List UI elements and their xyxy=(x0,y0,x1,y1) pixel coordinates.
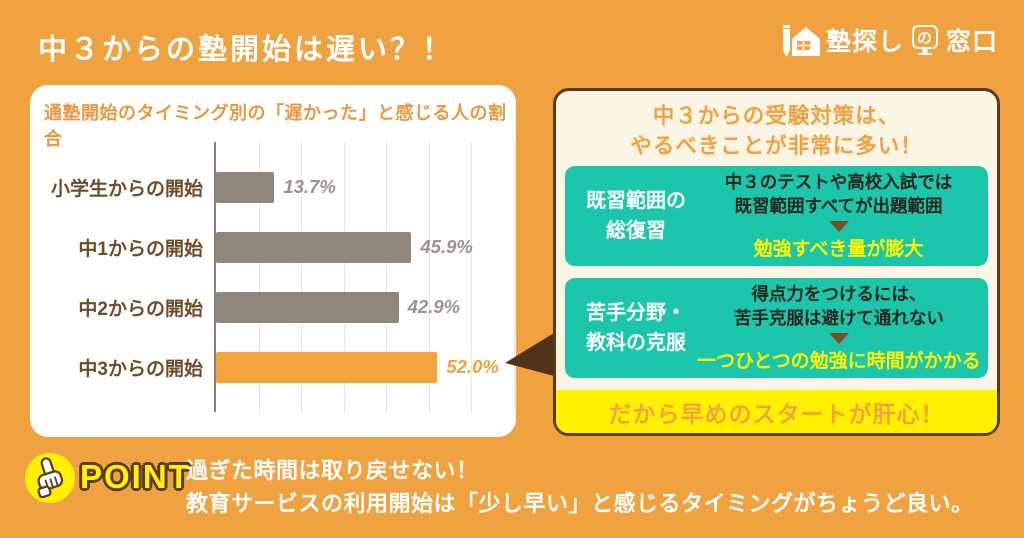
down-arrow-icon xyxy=(828,221,849,233)
logo-monitor-icon: の xyxy=(911,25,938,49)
reason-box-weakness: 苦手分野・ 教科の克服 得点力をつけるには、 苦手克服は避けて通れない 一つひと… xyxy=(565,278,988,378)
gridline xyxy=(471,142,473,412)
bar-track: 52.0% xyxy=(216,351,514,383)
logo-no-char: の xyxy=(916,29,933,47)
reason-box-body: 得点力をつけるには、 苦手克服は避けて通れない xyxy=(733,283,944,328)
bar-plot-gridlines xyxy=(216,142,515,412)
logo-text-before: 塾探し xyxy=(825,28,904,56)
logo-text-after: 窓口 xyxy=(945,28,998,56)
chart-card: 通塾開始のタイミング別の「遅かった」と感じる人の割合 小学生からの開始 13.7%… xyxy=(30,85,516,437)
bar-value: 52.0% xyxy=(446,356,499,377)
bar-label: 中2からの開始 xyxy=(78,298,203,320)
bar-row: 中3からの開始 52.0% xyxy=(30,337,516,397)
bar-label: 中3からの開始 xyxy=(78,358,203,380)
bar xyxy=(216,291,399,323)
gridline xyxy=(514,142,515,412)
y-axis-line xyxy=(214,142,216,412)
page-title: 中３からの塾開始は遅い？！ xyxy=(38,34,455,66)
gridline xyxy=(258,142,260,412)
bar-track: 45.9% xyxy=(216,231,514,263)
reason-box-result: 勉強すべき量が膨大 xyxy=(753,239,924,261)
down-arrow-icon xyxy=(828,333,849,345)
bar-label: 中1からの開始 xyxy=(78,238,203,260)
gridline xyxy=(343,142,345,412)
gridline xyxy=(386,142,388,412)
bar-value: 45.9% xyxy=(420,236,473,257)
bar-row: 中2からの開始 42.9% xyxy=(30,277,516,337)
bar-rows: 小学生からの開始 13.7% 中1からの開始 45.9% 中2からの開始 42.9% 中3か… xyxy=(30,157,516,397)
bar xyxy=(216,231,412,263)
bar-row: 中1からの開始 45.9% xyxy=(30,217,516,277)
chart-title: 通塾開始のタイミング別の「遅かった」と感じる人の割合 xyxy=(44,103,507,149)
conclusion-banner: だから早めのスタートが肝心！ xyxy=(556,390,997,433)
point-label: POINT xyxy=(80,458,191,495)
reason-box-heading: 既習範囲の 総復習 xyxy=(586,190,686,242)
reason-box-result: 一つひとつの勉強に時間がかかる xyxy=(697,351,981,373)
bar-track: 13.7% xyxy=(216,171,514,203)
gridline xyxy=(301,142,303,412)
pointing-hand-icon xyxy=(24,452,76,509)
bar-value: 13.7% xyxy=(283,176,336,197)
gridline xyxy=(428,142,430,412)
brand-logo: 塾探しの窓口 xyxy=(779,20,998,60)
reason-box-body: 中３のテストや高校入試では 既習範囲すべてが出題範囲 xyxy=(724,171,953,216)
bar xyxy=(216,171,275,203)
point-text: 過ぎた時間は取り戻せない！ 教育サービスの利用開始は「少し早い」と感じるタイミン… xyxy=(186,458,974,516)
callout-triangle-icon xyxy=(505,333,554,376)
reason-box-review: 既習範囲の 総復習 中３のテストや高校入試では 既習範囲すべてが出題範囲 勉強す… xyxy=(565,166,988,266)
bar-label: 小学生からの開始 xyxy=(50,178,203,200)
bar xyxy=(216,351,438,383)
bar-track: 42.9% xyxy=(216,291,514,323)
pencil-house-icon xyxy=(779,20,821,60)
bar-row: 小学生からの開始 13.7% xyxy=(30,157,516,217)
bar-value: 42.9% xyxy=(407,296,461,317)
panel-title: 中３からの受験対策は、 やるべきことが非常に多い！ xyxy=(630,104,923,159)
info-panel: 中３からの受験対策は、 やるべきことが非常に多い！ 既習範囲の 総復習 中３のテ… xyxy=(553,88,1000,436)
reason-box-heading: 苦手分野・ 教科の克服 xyxy=(586,302,686,354)
